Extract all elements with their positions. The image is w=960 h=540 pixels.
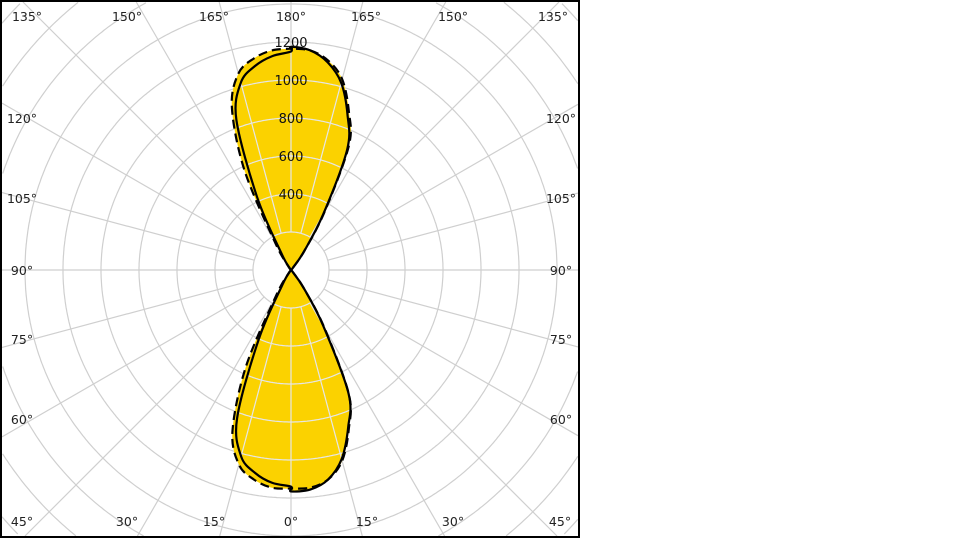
grid-ring (2, 2, 147, 174)
grid-ring (2, 366, 144, 537)
grid-ring (503, 1, 579, 85)
grid-spoke (300, 46, 351, 234)
angle-label-left: 90° (11, 263, 33, 278)
grid-ring (435, 2, 579, 169)
angle-label-right: 90° (550, 263, 572, 278)
angle-label-right: 60° (550, 412, 572, 427)
grid-ring (2, 1, 79, 87)
angle-label-bottom: 15° (203, 514, 225, 529)
grid-spoke (317, 296, 558, 537)
angle-label-left: 75° (11, 332, 33, 347)
grid-spoke (1, 102, 259, 252)
grid-ring (1, 3, 21, 24)
angle-labels: 135° 150° 165° 180° 165° 150° 135° 120° 105° 90° 7… (7, 9, 576, 529)
grid-ring (438, 371, 579, 537)
angle-label-right: 75° (550, 332, 572, 347)
angle-label-top: 165° (351, 9, 381, 24)
angle-label-bottom: 30° (442, 514, 464, 529)
grid-spoke (309, 302, 446, 537)
grid-spoke (323, 103, 579, 252)
grid-spoke (300, 306, 351, 492)
angle-label-bottom: 0° (284, 514, 298, 529)
angle-label-right: 120° (546, 111, 576, 126)
angle-label-left: 60° (11, 412, 33, 427)
radial-tick-label: 800 (279, 112, 304, 127)
grid-spoke (1, 279, 255, 349)
angle-label-left: 105° (7, 191, 37, 206)
grid-spoke (327, 192, 579, 261)
angle-label-bottom: 45° (11, 514, 33, 529)
grid-ring (2, 453, 77, 537)
grid-spoke (309, 1, 447, 238)
grid-ring (1, 516, 19, 535)
angle-label-top: 165° (199, 9, 229, 24)
angle-label-top: 150° (112, 9, 142, 24)
grid-spoke (323, 288, 579, 437)
grid-ring (563, 518, 579, 535)
grid-ring (561, 3, 579, 22)
angle-label-top: 135° (538, 9, 568, 24)
angle-label-bottom: 30° (116, 514, 138, 529)
grid-spoke (317, 1, 560, 244)
angle-label-right: 105° (546, 191, 576, 206)
curve-c0-c180 (234, 45, 352, 493)
radial-tick-labels: 400 600 800 1000 1200 (274, 36, 307, 203)
radial-tick-label: 400 (279, 188, 304, 203)
polar-grid (1, 1, 579, 537)
angle-label-left: 120° (7, 111, 37, 126)
angle-label-top: 150° (438, 9, 468, 24)
grid-spoke (136, 302, 273, 537)
angle-label-bottom: 45° (549, 514, 571, 529)
angle-label-top: 180° (276, 9, 306, 24)
grid-spoke (1, 191, 255, 261)
grid-spoke (135, 1, 273, 238)
chart-frame (0, 0, 580, 538)
grid-ring (505, 455, 579, 537)
angle-label-bottom: 15° (356, 514, 378, 529)
radial-tick-label: 1000 (274, 74, 307, 89)
radial-tick-label: 600 (279, 150, 304, 165)
grid-spoke (235, 46, 282, 234)
radial-tick-label: 1200 (274, 36, 307, 51)
grid-spoke (327, 279, 579, 348)
grid-spoke (235, 306, 282, 492)
grid-spoke (24, 296, 265, 537)
angle-label-top: 135° (12, 9, 42, 24)
grid-spoke (22, 1, 265, 244)
grid-spoke (1, 288, 259, 438)
